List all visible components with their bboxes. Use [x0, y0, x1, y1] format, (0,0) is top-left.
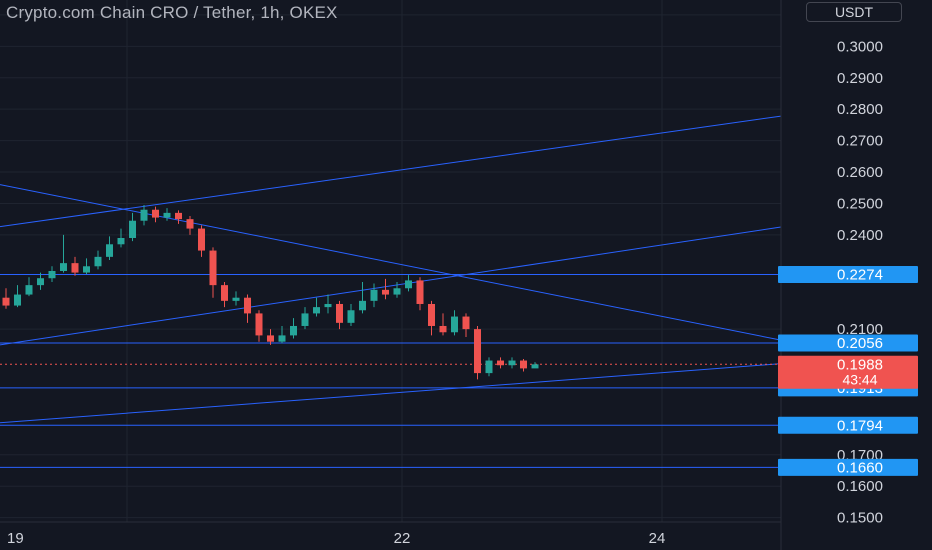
candle-body: [232, 297, 240, 301]
candle-body: [428, 303, 435, 326]
time-axis: 19 22 24: [7, 530, 665, 547]
candle-body: [347, 310, 355, 323]
candle-body: [244, 297, 251, 314]
candle-body: [186, 219, 194, 229]
x-tick-label: 24: [649, 530, 666, 547]
countdown-label: 43:44: [842, 371, 877, 387]
candle-body: [497, 360, 504, 366]
trendline: [0, 115, 782, 228]
level-badge: [778, 265, 918, 283]
trendlines: [0, 115, 782, 424]
price-badges: 0.22740.20560.19130.17940.16600.198843:4…: [778, 265, 918, 476]
candle-body: [474, 329, 481, 374]
candle-body: [324, 303, 332, 308]
candle-body: [83, 266, 90, 273]
candle-body: [451, 316, 458, 333]
candle-body: [255, 313, 263, 336]
candle-body: [129, 220, 136, 239]
level-badge-label: 0.1660: [837, 459, 883, 476]
candle-body: [508, 360, 516, 366]
candle-body: [198, 228, 205, 251]
candle-body: [48, 270, 56, 279]
level-badge: [778, 416, 918, 434]
candle-body: [209, 250, 217, 286]
candle-body: [267, 335, 274, 342]
candle-body: [301, 313, 309, 326]
candle-body: [140, 209, 148, 221]
candle-body: [313, 307, 320, 314]
level-badge: [778, 334, 918, 352]
level-badge: [778, 458, 918, 476]
y-tick-label: 0.2400: [837, 227, 883, 244]
x-tick-label: 19: [7, 530, 24, 547]
y-tick-label: 0.2600: [837, 164, 883, 181]
candle-body: [25, 285, 33, 295]
y-tick-label: 0.2900: [837, 70, 883, 87]
y-tick-label: 0.2800: [837, 101, 883, 118]
candle-body: [416, 280, 424, 304]
currency-button[interactable]: USDT: [806, 2, 902, 22]
level-badge-label: 0.1794: [837, 417, 883, 434]
y-tick-label: 0.2700: [837, 133, 883, 150]
candle-body: [221, 285, 228, 301]
candle-body: [175, 212, 182, 220]
candle-body: [370, 289, 378, 301]
candle-body: [152, 209, 159, 218]
y-tick-label: 0.2100: [837, 321, 883, 338]
x-tick-label: 22: [394, 530, 411, 547]
candle-body: [462, 316, 470, 330]
y-tick-label: 0.1600: [837, 478, 883, 495]
candle-body: [439, 325, 447, 333]
trendline: [0, 363, 782, 424]
candle-body: [393, 288, 401, 295]
y-tick-label: 0.2500: [837, 195, 883, 212]
y-tick-label: 0.3000: [837, 38, 883, 55]
candle-body: [163, 212, 171, 218]
candle-body: [2, 297, 10, 306]
candle-body: [71, 263, 79, 273]
candle-body: [60, 263, 67, 271]
candle-body: [531, 364, 539, 369]
chart-title: Crypto.com Chain CRO / Tether, 1h, OKEX: [6, 3, 338, 22]
candle-body: [37, 278, 44, 286]
candle-body: [485, 360, 493, 374]
candle-body: [336, 303, 343, 323]
last-price-badge: [778, 355, 918, 389]
grid-lines: [0, 0, 781, 522]
candle-body: [117, 238, 125, 245]
last-price-label: 0.1988: [837, 356, 883, 373]
candle-body: [106, 244, 113, 257]
candle-body: [94, 256, 102, 267]
trendline: [0, 184, 782, 341]
level-badge-label: 0.2274: [837, 266, 883, 283]
candle-body: [405, 280, 412, 289]
candle-body: [382, 289, 389, 295]
trendline: [0, 226, 782, 346]
candle-body: [278, 335, 286, 342]
level-badge-label: 0.2056: [837, 335, 883, 352]
candles: [2, 205, 539, 380]
candle-body: [520, 360, 527, 369]
horizontal-levels: [0, 273, 781, 468]
y-tick-label: 0.1500: [837, 510, 883, 527]
candle-body: [290, 325, 297, 336]
candle-body: [359, 300, 366, 311]
candle-body: [14, 294, 21, 306]
